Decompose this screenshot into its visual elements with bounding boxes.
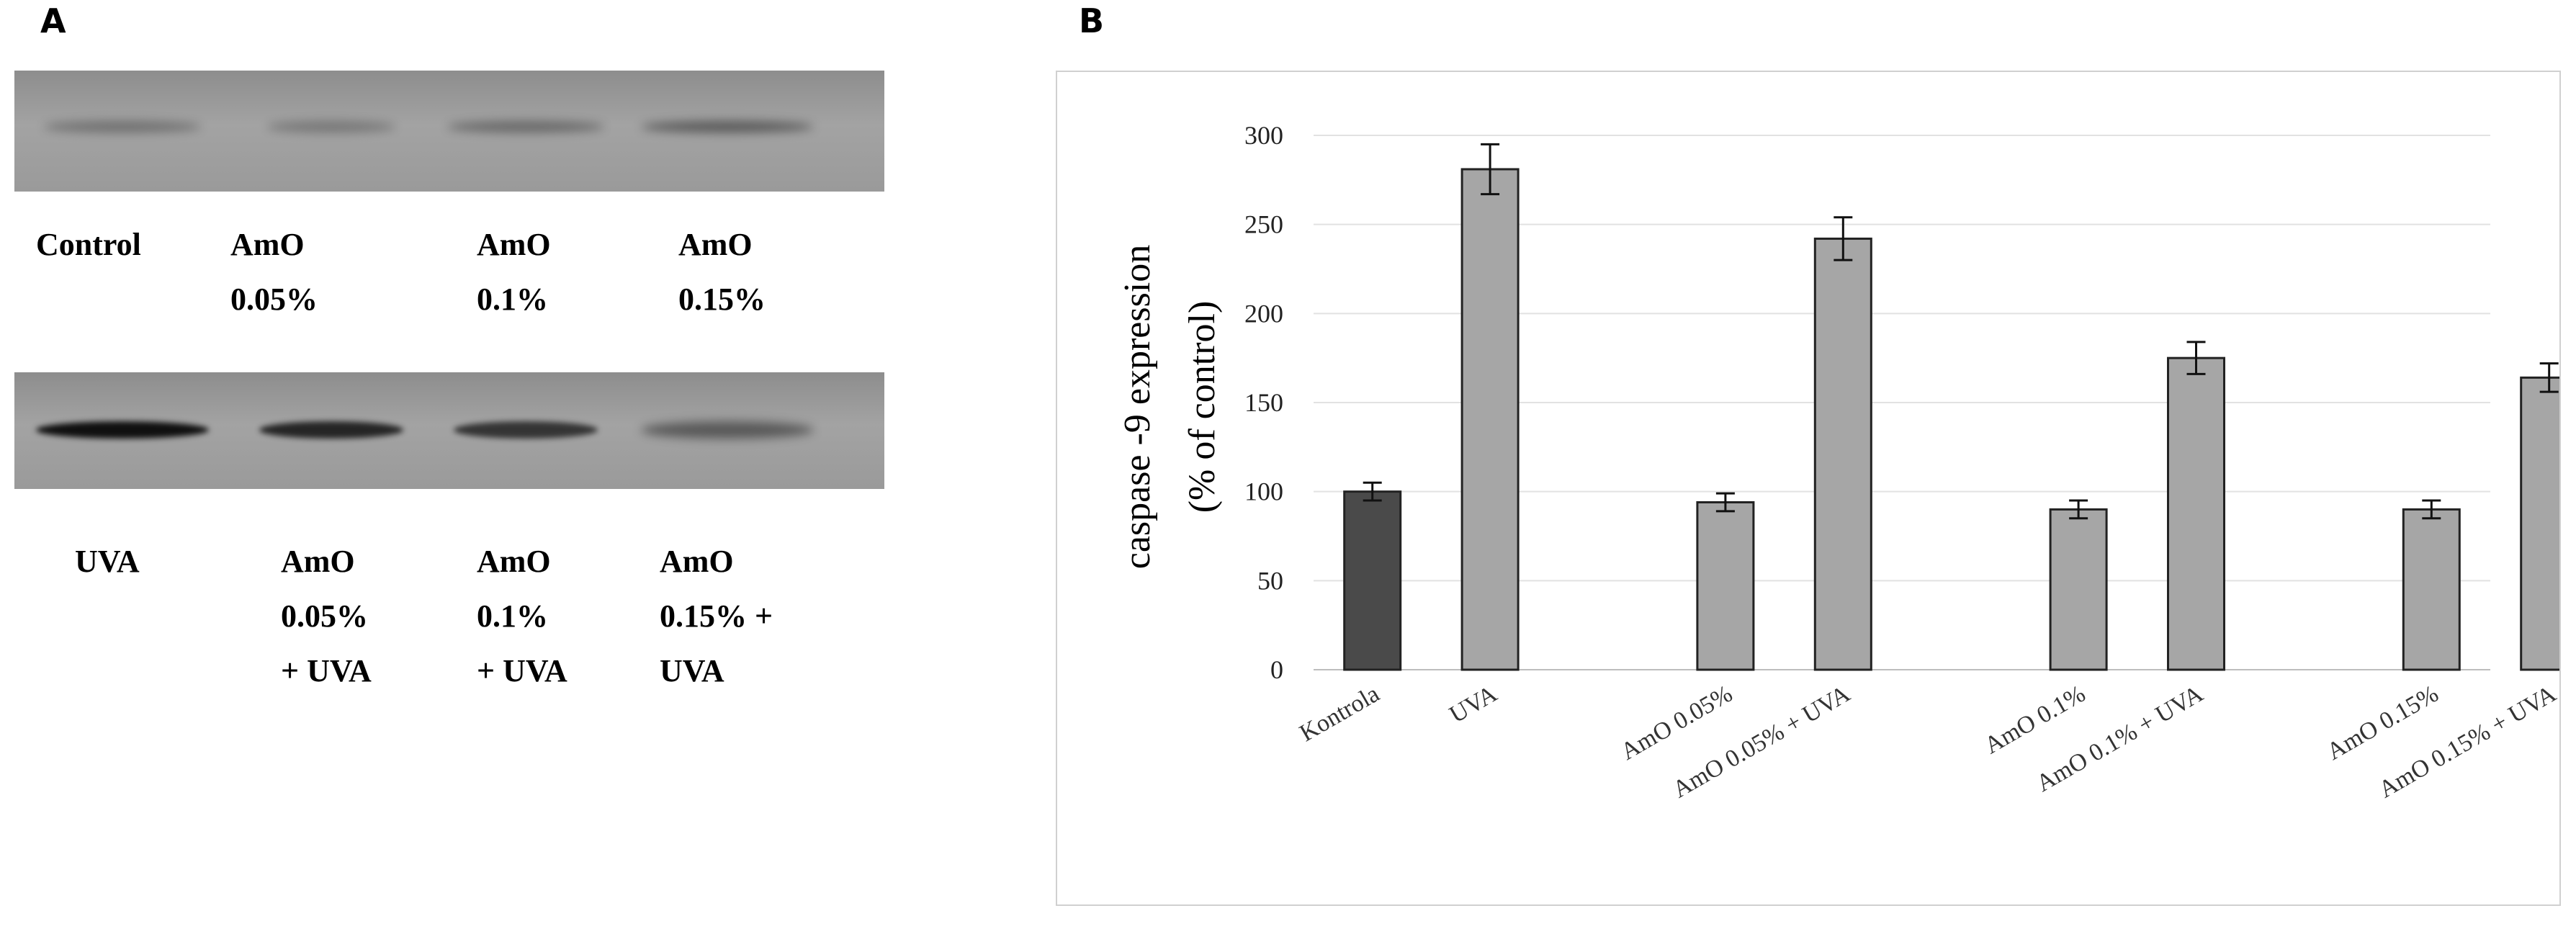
y-axis-title: caspase -9 expression — [1117, 245, 1158, 570]
lane-label-line: 0.15% — [678, 282, 766, 317]
lane-label: AmO 0.1% + UVA — [477, 534, 567, 699]
y-tick-label: 0 — [1270, 655, 1283, 684]
bar — [1813, 237, 1872, 671]
lane-label-line: 0.15% + — [660, 598, 773, 634]
bar — [2402, 508, 2461, 671]
lane-label-line: + UVA — [281, 653, 372, 688]
lane-label-line: AmO — [678, 227, 753, 262]
bar — [2520, 376, 2576, 671]
lane-label-line: 0.1% — [477, 598, 548, 634]
lane-label-line: 0.05% — [230, 282, 318, 317]
panel-b-letter: B — [1079, 1, 1105, 40]
lane-label: Control — [36, 217, 141, 272]
lane-label: AmO 0.05% + UVA — [281, 534, 372, 699]
lane-label-line: UVA — [75, 544, 140, 579]
x-category-label: Kontrola — [1296, 681, 1384, 747]
western-blot-bottom — [14, 372, 884, 489]
lane-label: UVA — [75, 534, 140, 589]
y-tick-label: 100 — [1244, 477, 1283, 506]
western-blot-top — [14, 71, 884, 192]
y-tick-label: 150 — [1244, 388, 1283, 417]
y-tick-label: 200 — [1244, 299, 1283, 328]
blot-band — [36, 421, 209, 439]
bar — [1343, 490, 1402, 671]
blot-band — [641, 421, 814, 439]
panel-a-letter: A — [40, 1, 66, 40]
y-tick-label: 50 — [1257, 566, 1283, 595]
y-axis-title: (% of control) — [1182, 301, 1223, 513]
bar — [2049, 508, 2108, 671]
lane-label-line: + UVA — [477, 653, 567, 688]
blot-band — [454, 421, 598, 439]
blot-band — [446, 121, 605, 133]
lane-label: AmO 0.1% — [477, 217, 551, 327]
bar — [1696, 501, 1755, 671]
blot-band — [641, 121, 814, 133]
blot-band — [266, 121, 396, 133]
chart-frame: 0 50 100 150 200 250 300 caspase -9 expression (… — [1056, 71, 2576, 906]
lane-label: AmO 0.05% — [230, 217, 318, 327]
caspase9-bar-chart: 0 50 100 150 200 250 300 caspase -9 expression (… — [1117, 121, 2576, 804]
bar — [2167, 356, 2225, 671]
x-category-label: AmO 0.1% — [1980, 681, 2090, 759]
lane-label: AmO 0.15% — [678, 217, 766, 327]
lane-label-line: AmO — [230, 227, 305, 262]
bar — [1460, 168, 1520, 671]
lane-label-line: 0.1% — [477, 282, 548, 317]
lane-label-line: AmO — [660, 544, 734, 579]
lane-label-line: 0.05% — [281, 598, 368, 634]
x-category-label: UVA — [1445, 681, 1502, 729]
lane-label-line: UVA — [660, 653, 724, 688]
lane-label-line: AmO — [281, 544, 355, 579]
lane-label: AmO 0.15% + UVA — [660, 534, 773, 699]
blot-band — [259, 421, 403, 439]
y-tick-label: 250 — [1244, 210, 1283, 239]
lane-label-line: AmO — [477, 227, 551, 262]
y-tick-label: 300 — [1244, 121, 1283, 150]
lane-label-line: Control — [36, 227, 141, 262]
blot-band — [43, 121, 202, 133]
lane-label-line: AmO — [477, 544, 551, 579]
